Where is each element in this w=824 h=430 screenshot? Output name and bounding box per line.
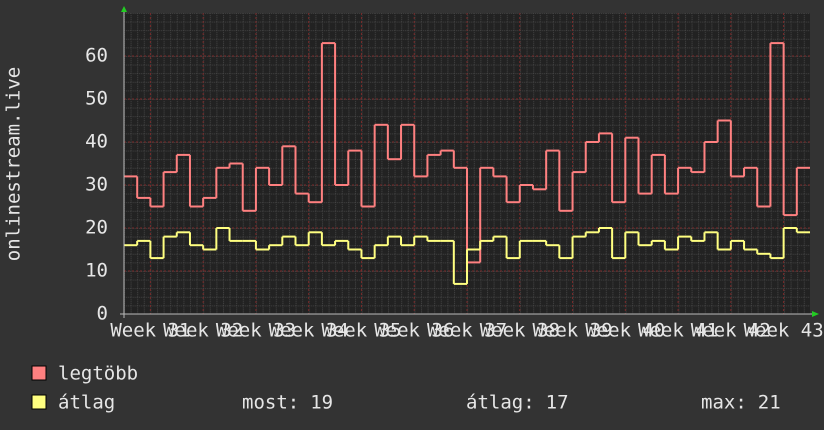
legend-swatch xyxy=(31,365,47,381)
y-axis-label: onlinestream.live xyxy=(3,67,25,261)
axis-arrow xyxy=(121,6,127,12)
stat-value: 19 xyxy=(310,392,333,414)
x-tick-label: Week 35 xyxy=(321,320,401,342)
x-tick-label: Week 41 xyxy=(638,320,718,342)
stat-label: max: xyxy=(701,392,747,414)
legend-label: átlag xyxy=(58,392,115,414)
x-tick-label: Week 42 xyxy=(691,320,771,342)
x-tick-label: Week 34 xyxy=(269,320,349,342)
axis-arrow xyxy=(812,311,819,317)
y-tick-label: 0 xyxy=(97,303,108,325)
y-tick-label: 40 xyxy=(85,131,108,153)
x-tick-label: Week 33 xyxy=(216,320,296,342)
y-tick-label: 50 xyxy=(85,88,108,110)
x-tick-label: Week 36 xyxy=(374,320,454,342)
stat-value: 21 xyxy=(758,392,781,414)
y-tick-label: 20 xyxy=(85,217,108,239)
x-tick-label: Week 32 xyxy=(163,320,243,342)
x-tick-label: Week 38 xyxy=(480,320,560,342)
legend-swatch xyxy=(31,394,47,410)
x-tick-label: Week 37 xyxy=(427,320,507,342)
legend-label: legtöbb xyxy=(58,363,138,385)
x-tick-label: Week 39 xyxy=(532,320,612,342)
x-tick-label: Week 31 xyxy=(110,320,190,342)
y-tick-label: 60 xyxy=(85,45,108,67)
x-tick-label: Week 43 xyxy=(744,320,824,342)
stat-value: 17 xyxy=(546,392,569,414)
stat-label: átlag: xyxy=(466,392,535,414)
stat-label: most: xyxy=(242,392,299,414)
x-tick-label: Week 40 xyxy=(585,320,665,342)
y-tick-label: 30 xyxy=(85,174,108,196)
y-tick-label: 10 xyxy=(85,260,108,282)
